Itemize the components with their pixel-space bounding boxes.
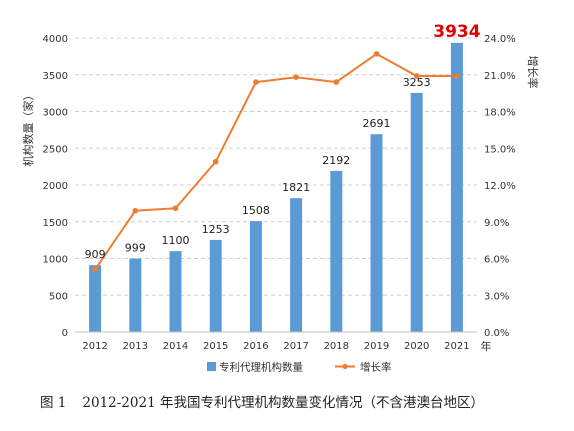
bar-value-label-2013: 999 [125, 242, 146, 255]
bar-value-label-2012: 909 [85, 248, 106, 261]
bar-2018 [330, 170, 343, 332]
growth-rate-point-2013 [132, 207, 139, 214]
x-tick-label: 2012 [82, 341, 107, 352]
y-axis-title: 机构数量（家） [21, 90, 35, 167]
bar-2020 [410, 92, 423, 332]
bar-2015 [209, 239, 222, 332]
x-tick-label: 2017 [283, 341, 308, 352]
bar-value-label-2014: 1100 [162, 234, 190, 247]
gridlines [75, 37, 477, 296]
line-series [92, 51, 460, 273]
y2-tick-label: 24.0% [484, 34, 516, 45]
y2-tick-label: 18.0% [484, 108, 516, 119]
growth-rate-point-2020 [413, 73, 420, 79]
growth-rate-line [94, 52, 457, 271]
growth-rate-point-2016 [253, 79, 259, 85]
y2-tick-label: 3.0% [484, 291, 509, 302]
figure-caption-text: 2012-2021 年我国专利代理机构数量变化情况（不含港澳台地区） [82, 395, 484, 411]
legend-swatch-marker [342, 363, 348, 370]
bar-2012 [89, 265, 102, 332]
legend: 专利代理机构数量 增长率 [207, 361, 392, 374]
x-tick-label: 2021 [444, 341, 469, 352]
bar-2019 [370, 134, 383, 332]
x-tick-label: 2014 [163, 341, 188, 352]
x-tick-label: 2018 [324, 341, 349, 352]
bar-2016 [249, 221, 262, 332]
y-tick-label: 3500 [43, 71, 68, 82]
bar-value-label-2021: 3934 [433, 22, 480, 42]
bar-value-label-2017: 1821 [282, 181, 310, 194]
growth-rate-point-2018 [333, 79, 340, 85]
data-labels: 909 999 1100 1253 1508 1821 2192 2691 3253 3934 [85, 22, 481, 261]
bar-value-label-2016: 1508 [242, 204, 270, 217]
y2-tick-label: 0.0% [484, 328, 509, 339]
y-tick-label: 500 [49, 291, 68, 302]
legend-label-bar: 专利代理机构数量 [219, 361, 303, 374]
x-axis-unit: 年 [481, 339, 492, 353]
y-tick-label: 1000 [43, 255, 68, 266]
figure-caption: 图 1 2012-2021 年我国专利代理机构数量变化情况（不含港澳台地区） [40, 391, 560, 411]
x-tick-label: 2016 [243, 341, 268, 352]
growth-rate-point-2021 [454, 73, 460, 79]
bar-value-label-2015: 1253 [202, 223, 230, 236]
y2-tick-label: 12.0% [484, 181, 516, 192]
y-tick-label: 3000 [43, 108, 68, 119]
growth-rate-point-2014 [172, 205, 179, 212]
y-tick-label: 2500 [43, 144, 68, 155]
growth-rate-point-2015 [212, 158, 219, 165]
y2-tick-label: 15.0% [484, 144, 516, 155]
x-tick-label: 2015 [203, 341, 228, 352]
bar-value-label-2018: 2192 [322, 154, 350, 167]
y2-tick-label: 9.0% [484, 218, 509, 229]
legend-swatch-bar [207, 362, 216, 371]
bar-2017 [290, 198, 303, 332]
y2-axis-title: 增长率 [526, 56, 540, 89]
y2-tick-label: 21.0% [484, 71, 516, 82]
bar-2013 [129, 258, 142, 332]
growth-rate-point-2017 [293, 74, 299, 80]
y-tick-label: 0 [62, 328, 68, 339]
growth-rate-point-2012 [92, 266, 98, 273]
bar-2014 [169, 251, 182, 332]
bar-2021 [450, 42, 463, 332]
growth-rate-point-2019 [373, 51, 380, 57]
y-tick-label: 4000 [43, 34, 68, 45]
y-tick-label: 1500 [43, 218, 68, 229]
x-tick-label: 2013 [123, 341, 148, 352]
bar-value-label-2020: 3253 [403, 76, 431, 89]
y-tick-label: 2000 [43, 181, 68, 192]
axes: 0 0.0% 500 3.0% 1000 6.0% 1500 9.0% 2000 12.0% 250… [43, 34, 516, 352]
y2-tick-label: 6.0% [484, 255, 509, 266]
x-tick-label: 2020 [404, 341, 429, 352]
bar-series [89, 42, 463, 332]
legend-label-line: 增长率 [360, 361, 392, 374]
x-tick-label: 2019 [364, 341, 389, 352]
bar-value-label-2019: 2691 [363, 117, 391, 130]
figure-number: 图 1 [40, 395, 67, 411]
chart: 909 999 1100 1253 1508 1821 2192 2691 3253 3934 0… [21, 22, 540, 374]
